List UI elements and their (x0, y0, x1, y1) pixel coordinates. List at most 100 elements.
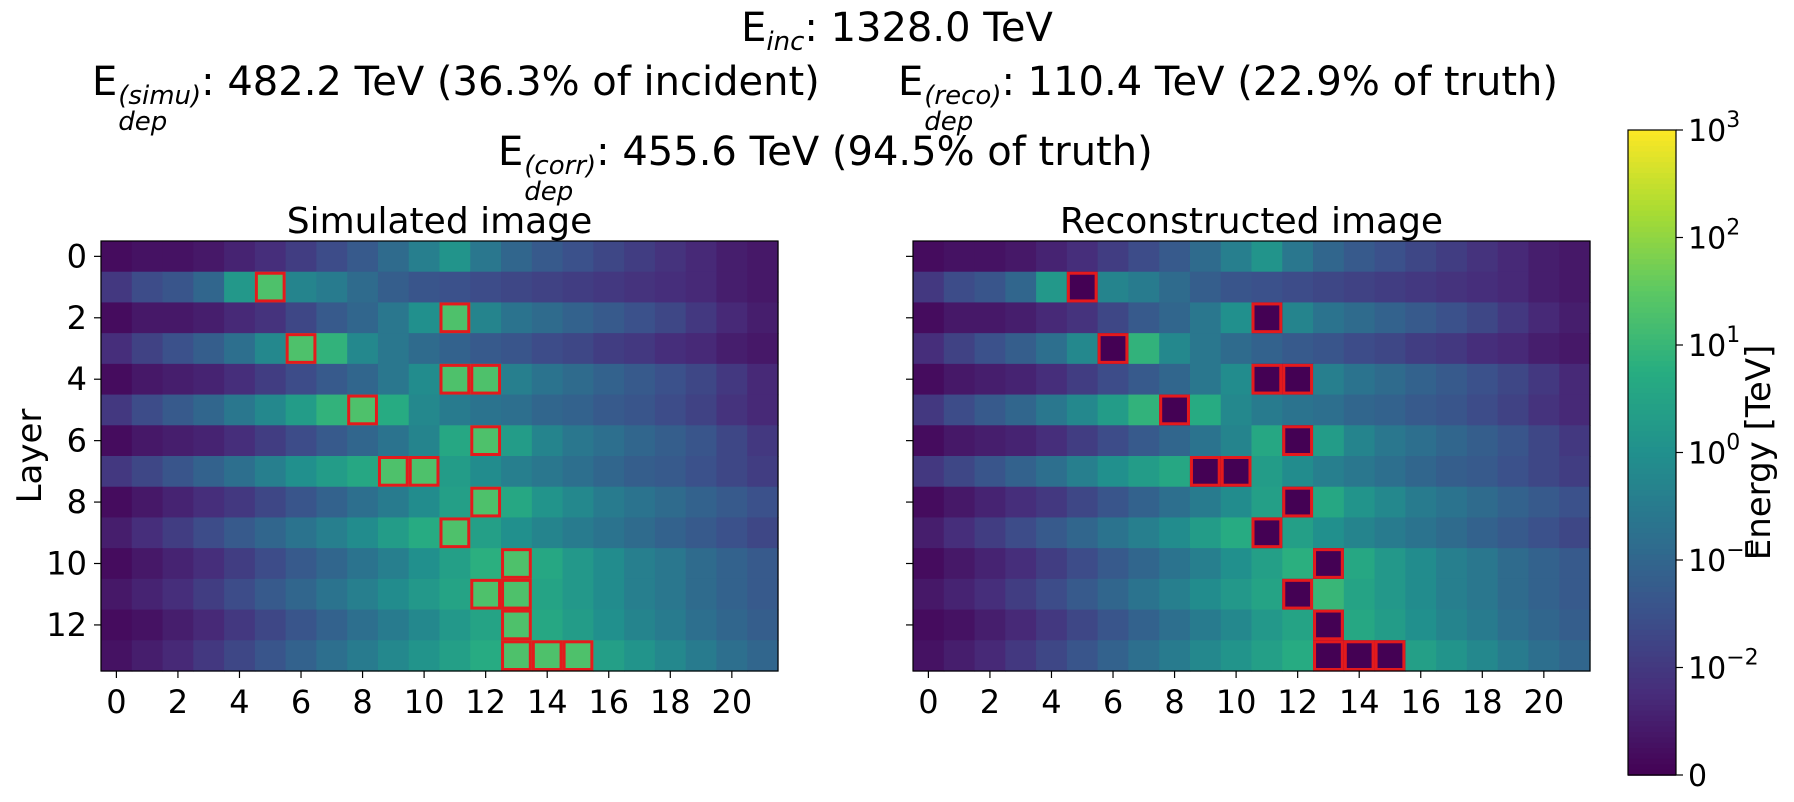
heatmap-cell (1374, 640, 1406, 672)
heatmap-cell (624, 578, 656, 611)
colorbar-segment (1628, 689, 1676, 696)
heatmap-cell (285, 333, 318, 365)
y-axis-label: Layer (10, 409, 50, 504)
heatmap-cell (1528, 609, 1560, 641)
heatmap-cell (316, 394, 348, 426)
heatmap-cell (716, 241, 748, 273)
heatmap-cell (1220, 363, 1253, 396)
heatmap-cell (1220, 456, 1253, 488)
heatmap-cell (654, 517, 687, 549)
x-tick-label: 6 (1103, 683, 1123, 721)
heatmap-cell (716, 578, 748, 611)
heatmap-cell (1343, 271, 1376, 304)
heatmap-cell (1066, 578, 1099, 611)
heatmap-cell (131, 578, 164, 611)
heatmap-cell (101, 425, 133, 457)
heatmap-cell (1466, 609, 1499, 641)
highlighted-cell (1343, 640, 1375, 671)
colorbar-segment (1628, 560, 1676, 567)
colorbar-segment (1628, 737, 1676, 744)
heatmap-cell (377, 425, 410, 457)
heatmap-cell (747, 333, 779, 365)
highlighted-cell (501, 640, 532, 671)
heatmap-cell (1466, 640, 1499, 672)
y-tick-label: 10 (46, 545, 87, 583)
heatmap-cell (193, 578, 225, 611)
heatmap-cell (1497, 548, 1530, 580)
colorbar-segment (1628, 527, 1676, 534)
heatmap-cell (1251, 363, 1283, 396)
heatmap-cell (254, 640, 287, 672)
heatmap-cell (1405, 640, 1437, 672)
heatmap-cell (654, 241, 687, 273)
heatmap-cell (101, 241, 133, 273)
heatmap-cell (285, 548, 318, 580)
colorbar-segment (1628, 581, 1676, 588)
heatmap-cell (1343, 302, 1376, 334)
heatmap-cell (747, 640, 779, 672)
heatmap-cell (439, 363, 471, 396)
colorbar-segment (1628, 414, 1676, 422)
heatmap-cell (1343, 333, 1376, 365)
heatmap-cell (193, 394, 225, 426)
heatmap-cell (1097, 548, 1130, 580)
heatmap-cell (101, 302, 133, 334)
heatmap-cell (562, 241, 594, 273)
heatmap-cell (531, 517, 564, 549)
heatmap-cell (1343, 425, 1376, 457)
heatmap-cell (1436, 363, 1468, 396)
highlighted-cell (531, 640, 563, 671)
heatmap-cell (193, 363, 225, 396)
heatmap-cell (1497, 456, 1530, 488)
heatmap-cell (162, 271, 194, 304)
heatmap-cell (1036, 241, 1068, 273)
heatmap-cell (1313, 302, 1345, 334)
heatmap-cell (716, 394, 748, 426)
highlighted-cell (501, 609, 532, 641)
highlighted-cell (1251, 517, 1283, 549)
heatmap-cell (1528, 578, 1560, 611)
heatmap-cell (1097, 640, 1130, 672)
heatmap-cell (654, 486, 687, 519)
heatmap-cell (501, 333, 533, 365)
heatmap-cell (1251, 640, 1283, 672)
heatmap-cell (685, 363, 718, 396)
heatmap-cell (1282, 578, 1314, 611)
colorbar-segment (1628, 420, 1676, 427)
heatmap-cell (624, 456, 656, 488)
heatmap-cell (470, 425, 502, 457)
heatmap-cell (1528, 640, 1560, 672)
heatmap-cell (439, 548, 471, 580)
heatmap-cell (1128, 578, 1160, 611)
x-tick-label: 14 (1339, 683, 1380, 721)
colorbar-segment (1628, 436, 1676, 443)
heatmap-cell (654, 456, 687, 488)
heatmap-cell (1220, 517, 1253, 549)
highlighted-cell (501, 548, 532, 579)
heatmap-cell (470, 517, 502, 549)
colorbar-segment (1628, 457, 1676, 465)
highlighted-cell (1066, 271, 1098, 303)
heatmap-cell (1405, 548, 1437, 580)
heatmap-cell (1528, 241, 1560, 273)
heatmap-cell (162, 302, 194, 334)
heatmap-cell (1189, 363, 1222, 396)
highlighted-cell (1251, 302, 1283, 334)
heatmap-cell (1128, 271, 1160, 304)
heatmap-cell (1005, 517, 1037, 549)
heatmap-cell (1005, 394, 1037, 426)
heatmap-cell (624, 517, 656, 549)
colorbar-segment (1628, 226, 1676, 233)
heatmap-cell (1220, 394, 1253, 426)
colorbar-segment (1628, 613, 1676, 620)
x-tick-label: 20 (711, 683, 752, 721)
heatmap-cell (439, 486, 471, 519)
heatmap-cell (1343, 517, 1376, 549)
highlighted-cell (1374, 640, 1406, 671)
heatmap-cell (1282, 363, 1314, 396)
heatmap-cell (439, 456, 471, 488)
heatmap-cell (974, 394, 1006, 426)
heatmap-cell (1466, 456, 1499, 488)
heatmap-cell (716, 333, 748, 365)
heatmap-cell (531, 456, 564, 488)
